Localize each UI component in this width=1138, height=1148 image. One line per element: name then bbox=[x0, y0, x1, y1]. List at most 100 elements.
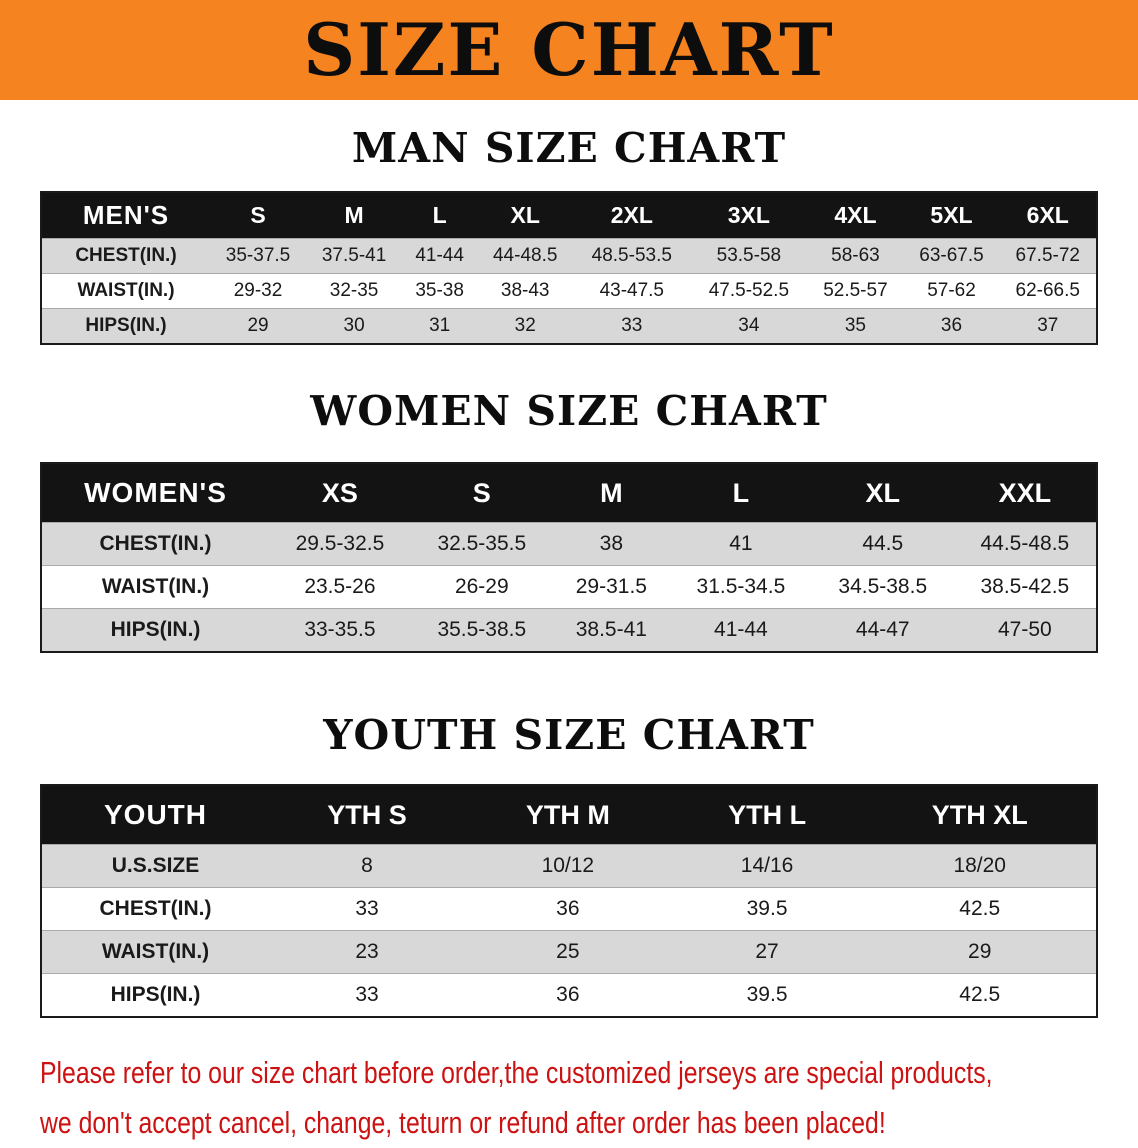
size-value: 23 bbox=[269, 930, 466, 974]
table-row: HIPS(IN.) 33-35.5 35.5-38.5 38.5-41 41-44 44-… bbox=[41, 608, 1097, 653]
size-value: 35-37.5 bbox=[210, 238, 307, 274]
row-label: CHEST(IN.) bbox=[41, 887, 269, 931]
size-value: 29.5-32.5 bbox=[269, 522, 411, 566]
size-value: 29 bbox=[210, 308, 307, 345]
size-value: 58-63 bbox=[807, 238, 904, 274]
row-header-label: WOMEN'S bbox=[41, 463, 269, 523]
size-column-header: YTH M bbox=[465, 785, 671, 845]
size-value: 29-31.5 bbox=[552, 565, 670, 609]
disclaimer: Please refer to our size chart before or… bbox=[40, 1048, 993, 1148]
size-column-header: M bbox=[306, 192, 403, 239]
size-value: 44.5-48.5 bbox=[953, 522, 1097, 566]
size-value: 32-35 bbox=[306, 273, 403, 309]
size-column-header: XXL bbox=[953, 463, 1097, 523]
row-label: WAIST(IN.) bbox=[41, 930, 269, 974]
size-value: 33-35.5 bbox=[269, 608, 411, 653]
size-value: 34.5-38.5 bbox=[811, 565, 954, 609]
size-value: 38.5-42.5 bbox=[953, 565, 1097, 609]
row-header-label: MEN'S bbox=[41, 192, 210, 239]
row-label: CHEST(IN.) bbox=[41, 522, 269, 566]
size-value: 47-50 bbox=[953, 608, 1097, 653]
size-value: 38-43 bbox=[477, 273, 574, 309]
size-column-header: 4XL bbox=[807, 192, 904, 239]
size-value: 31 bbox=[402, 308, 478, 345]
size-column-header: L bbox=[402, 192, 478, 239]
size-value: 42.5 bbox=[863, 887, 1097, 931]
size-column-header: S bbox=[410, 463, 553, 523]
size-value: 33 bbox=[269, 973, 466, 1018]
youth-size-table: YOUTH YTH S YTH M YTH L YTH XL U.S.SIZE 8 10/12… bbox=[40, 784, 1098, 1019]
size-value: 25 bbox=[465, 930, 671, 974]
disclaimer-line-2: we don't accept cancel, change, teturn o… bbox=[40, 1105, 886, 1141]
table-row: CHEST(IN.) 33 36 39.5 42.5 bbox=[41, 887, 1097, 931]
size-column-header: YTH S bbox=[269, 785, 466, 845]
size-value: 44.5 bbox=[811, 522, 954, 566]
size-value: 35-38 bbox=[402, 273, 478, 309]
size-value: 32.5-35.5 bbox=[410, 522, 553, 566]
size-value: 53.5-58 bbox=[690, 238, 808, 274]
size-value: 67.5-72 bbox=[999, 238, 1097, 274]
size-value: 37.5-41 bbox=[306, 238, 403, 274]
size-value: 39.5 bbox=[670, 887, 864, 931]
men-size-section: MAN SIZE CHART MEN'S S M L XL 2XL 3XL 4XL 5XL 6XL… bbox=[0, 124, 1138, 346]
women-size-section: WOMEN SIZE CHART WOMEN'S XS S M L XL XXL CHEST(… bbox=[0, 388, 1138, 654]
women-size-table: WOMEN'S XS S M L XL XXL CHEST(IN.) 29.5-32.5 32.5… bbox=[40, 462, 1098, 654]
size-value: 36 bbox=[903, 308, 1000, 345]
table-row: CHEST(IN.) 35-37.5 37.5-41 41-44 44-48.5 48.5… bbox=[41, 238, 1097, 274]
row-label: WAIST(IN.) bbox=[41, 565, 269, 609]
size-column-header: YTH XL bbox=[863, 785, 1097, 845]
size-column-header: M bbox=[552, 463, 670, 523]
header-row: YOUTH YTH S YTH M YTH L YTH XL bbox=[41, 785, 1097, 845]
size-value: 62-66.5 bbox=[999, 273, 1097, 309]
size-value: 29-32 bbox=[210, 273, 307, 309]
size-value: 38.5-41 bbox=[552, 608, 670, 653]
size-column-header: S bbox=[210, 192, 307, 239]
table-row: WAIST(IN.) 29-32 32-35 35-38 38-43 43-47.5 47.… bbox=[41, 273, 1097, 309]
size-value: 31.5-34.5 bbox=[669, 565, 812, 609]
size-value: 44-47 bbox=[811, 608, 954, 653]
table-row: CHEST(IN.) 29.5-32.5 32.5-35.5 38 41 44.5 44.5… bbox=[41, 522, 1097, 566]
size-value: 10/12 bbox=[465, 844, 671, 888]
size-value: 27 bbox=[670, 930, 864, 974]
size-column-header: XS bbox=[269, 463, 411, 523]
size-value: 35.5-38.5 bbox=[410, 608, 553, 653]
size-value: 36 bbox=[465, 887, 671, 931]
header-row: WOMEN'S XS S M L XL XXL bbox=[41, 463, 1097, 523]
size-column-header: XL bbox=[811, 463, 954, 523]
youth-size-section: YOUTH SIZE CHART YOUTH YTH S YTH M YTH L YTH… bbox=[0, 713, 1138, 1019]
row-label: HIPS(IN.) bbox=[41, 608, 269, 653]
size-value: 33 bbox=[269, 887, 466, 931]
size-value: 43-47.5 bbox=[573, 273, 691, 309]
row-label: U.S.SIZE bbox=[41, 844, 269, 888]
size-value: 18/20 bbox=[863, 844, 1097, 888]
size-value: 35 bbox=[807, 308, 904, 345]
size-column-header: XL bbox=[477, 192, 574, 239]
men-size-table: MEN'S S M L XL 2XL 3XL 4XL 5XL 6XL CHEST(IN.) 35-37… bbox=[40, 191, 1098, 346]
size-chart-banner: SIZE CHART bbox=[0, 0, 1138, 100]
size-value: 14/16 bbox=[670, 844, 864, 888]
row-label: HIPS(IN.) bbox=[41, 973, 269, 1018]
table-row: U.S.SIZE 8 10/12 14/16 18/20 bbox=[41, 844, 1097, 888]
men-size-heading: MAN SIZE CHART bbox=[351, 124, 787, 172]
size-value: 39.5 bbox=[670, 973, 864, 1018]
size-value: 29 bbox=[863, 930, 1097, 974]
size-column-header: 2XL bbox=[573, 192, 691, 239]
row-header-label: YOUTH bbox=[41, 785, 269, 845]
table-row: HIPS(IN.) 33 36 39.5 42.5 bbox=[41, 973, 1097, 1018]
row-label: WAIST(IN.) bbox=[41, 273, 210, 309]
size-value: 63-67.5 bbox=[903, 238, 1000, 274]
size-column-header: L bbox=[669, 463, 812, 523]
size-value: 8 bbox=[269, 844, 466, 888]
table-row: WAIST(IN.) 23.5-26 26-29 29-31.5 31.5-34.5 34… bbox=[41, 565, 1097, 609]
disclaimer-line-1: Please refer to our size chart before or… bbox=[40, 1055, 993, 1091]
size-chart-title: SIZE CHART bbox=[303, 7, 835, 92]
size-value: 41 bbox=[669, 522, 812, 566]
size-column-header: 6XL bbox=[999, 192, 1097, 239]
size-value: 41-44 bbox=[669, 608, 812, 653]
size-value: 30 bbox=[306, 308, 403, 345]
row-label: CHEST(IN.) bbox=[41, 238, 210, 274]
table-row: WAIST(IN.) 23 25 27 29 bbox=[41, 930, 1097, 974]
size-value: 41-44 bbox=[402, 238, 478, 274]
header-row: MEN'S S M L XL 2XL 3XL 4XL 5XL 6XL bbox=[41, 192, 1097, 239]
size-value: 37 bbox=[999, 308, 1097, 345]
